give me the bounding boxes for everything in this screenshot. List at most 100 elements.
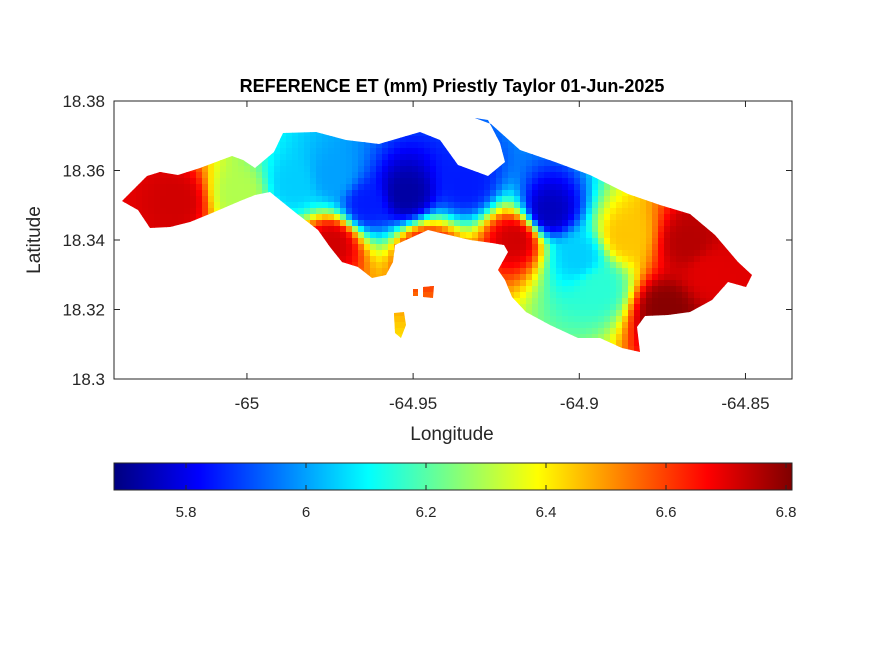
- heatmap-cell: [652, 244, 659, 251]
- heatmap-cell: [166, 334, 173, 341]
- heatmap-cell: [352, 232, 359, 239]
- heatmap-cell: [196, 136, 203, 143]
- heatmap-cell: [478, 250, 485, 257]
- heatmap-cell: [658, 340, 665, 347]
- heatmap-cell: [586, 220, 593, 227]
- heatmap-cell: [598, 130, 605, 137]
- heatmap-cell: [154, 316, 161, 323]
- heatmap-cell: [676, 244, 683, 251]
- heatmap-cell: [232, 322, 239, 329]
- heatmap-cell: [586, 340, 593, 347]
- heatmap-cell: [130, 118, 137, 125]
- heatmap-cell: [238, 124, 245, 131]
- heatmap-cell: [634, 160, 641, 167]
- heatmap-cell: [628, 280, 635, 287]
- heatmap-cell: [220, 328, 227, 335]
- heatmap-cell: [430, 178, 437, 185]
- heatmap-cell: [286, 220, 293, 227]
- heatmap-cell: [712, 238, 719, 245]
- heatmap-cell: [184, 190, 191, 197]
- heatmap-cell: [262, 190, 269, 197]
- heatmap-cell: [736, 190, 743, 197]
- heatmap-cell: [580, 328, 587, 335]
- heatmap-cell: [280, 232, 287, 239]
- heatmap-cell: [520, 214, 527, 221]
- heatmap-cell: [184, 310, 191, 317]
- heatmap-cell: [370, 166, 377, 173]
- heatmap-cell: [580, 154, 587, 161]
- heatmap-cell: [184, 232, 191, 239]
- heatmap-cell: [694, 118, 701, 125]
- heatmap-cell: [400, 286, 407, 293]
- heatmap-cell: [208, 304, 215, 311]
- heatmap-cell: [130, 328, 137, 335]
- heatmap-cell: [646, 118, 653, 125]
- heatmap-cell: [640, 352, 647, 359]
- heatmap-cell: [724, 196, 731, 203]
- heatmap-cell: [226, 214, 233, 221]
- heatmap-cell: [436, 238, 443, 245]
- heatmap-cell: [706, 118, 713, 119]
- heatmap-cell: [682, 190, 689, 197]
- heatmap-cell: [310, 262, 317, 269]
- heatmap-cell: [598, 226, 605, 233]
- heatmap-cell: [166, 184, 173, 191]
- heatmap-cell: [454, 118, 461, 125]
- heatmap-cell: [550, 154, 557, 161]
- heatmap-cell: [122, 118, 125, 119]
- heatmap-cell: [394, 208, 401, 215]
- heatmap-cell: [328, 124, 335, 131]
- heatmap-cell: [736, 160, 743, 167]
- heatmap-cell: [688, 178, 695, 185]
- heatmap-cell: [502, 118, 509, 119]
- heatmap-cell: [634, 226, 641, 233]
- heatmap-cell: [250, 226, 257, 233]
- heatmap-cell: [166, 136, 173, 143]
- heatmap-cell: [496, 328, 503, 335]
- heatmap-cell: [208, 202, 215, 209]
- heatmap-cell: [292, 190, 299, 197]
- heatmap-cell: [646, 226, 653, 233]
- heatmap-cell: [616, 334, 623, 341]
- heatmap-cell: [292, 304, 299, 311]
- heatmap-cell: [292, 148, 299, 155]
- heatmap-cell: [460, 190, 467, 197]
- heatmap-cell: [742, 286, 749, 293]
- heatmap-cell: [250, 274, 257, 281]
- heatmap-cell: [730, 280, 737, 287]
- heatmap-cell: [250, 172, 257, 179]
- heatmap-cell: [334, 232, 341, 239]
- heatmap-cell: [196, 346, 203, 352]
- heatmap-cell: [328, 280, 335, 287]
- heatmap-cell: [526, 262, 533, 269]
- heatmap-cell: [700, 190, 707, 197]
- heatmap-cell: [604, 130, 611, 137]
- heatmap-cell: [310, 184, 317, 191]
- heatmap-cell: [670, 208, 677, 215]
- heatmap-cell: [538, 178, 545, 185]
- heatmap-cell: [580, 274, 587, 281]
- heatmap-cell: [418, 154, 425, 161]
- heatmap-cell: [310, 124, 317, 131]
- heatmap-cell: [532, 262, 539, 269]
- heatmap-cell: [334, 136, 341, 143]
- heatmap-cell: [598, 250, 605, 257]
- heatmap-cell: [370, 256, 377, 263]
- heatmap-cell: [736, 172, 743, 179]
- heatmap-cell: [262, 226, 269, 233]
- heatmap-cell: [358, 250, 365, 257]
- heatmap-cell: [202, 130, 209, 137]
- heatmap-cell: [604, 328, 611, 335]
- heatmap-cell: [520, 280, 527, 287]
- heatmap-cell: [718, 118, 725, 125]
- heatmap-cell: [244, 172, 251, 179]
- heatmap-cell: [208, 226, 215, 233]
- heatmap-cell: [382, 256, 389, 263]
- heatmap-cell: [724, 334, 731, 341]
- heatmap-cell: [286, 304, 293, 311]
- heatmap-cell: [508, 232, 515, 239]
- heatmap-cell: [622, 292, 629, 299]
- heatmap-cell: [670, 154, 677, 161]
- heatmap-cell: [322, 346, 329, 352]
- heatmap-cell: [550, 136, 557, 143]
